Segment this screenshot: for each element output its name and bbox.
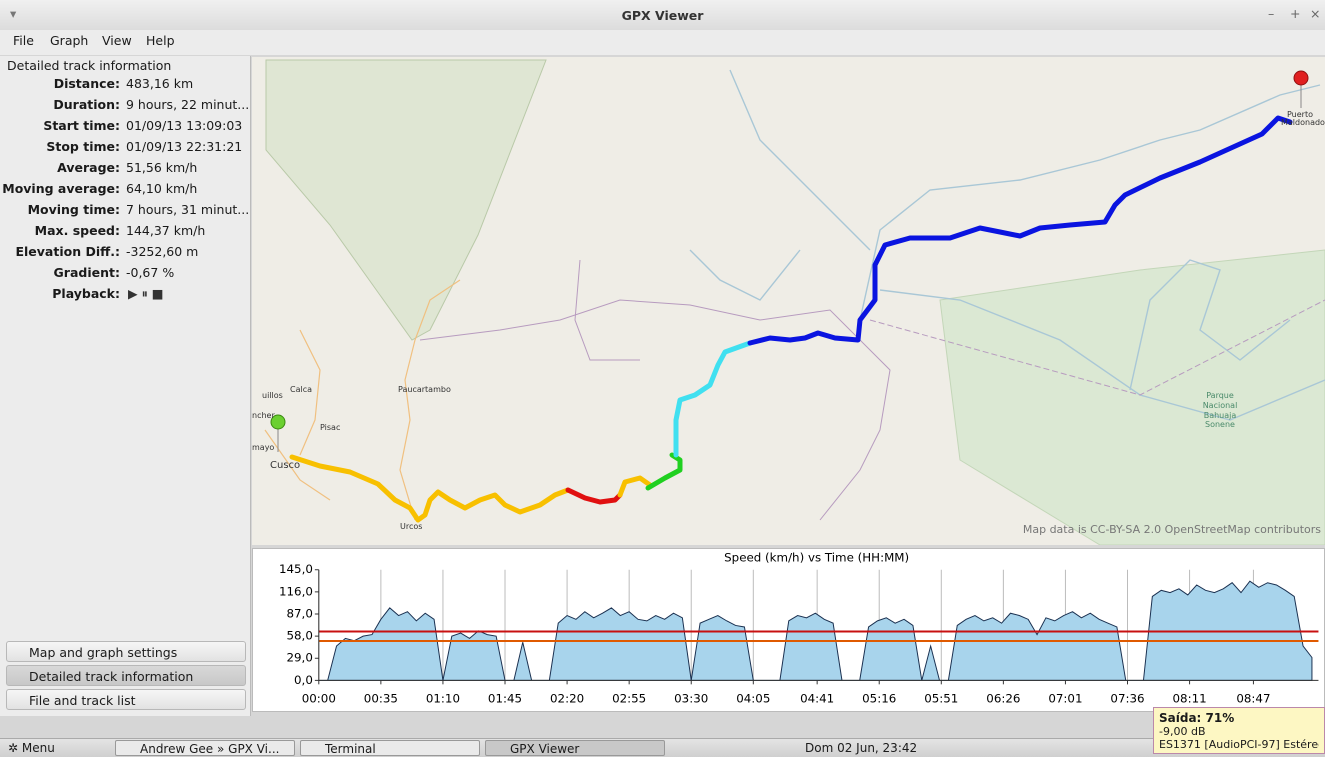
minimize[interactable]: – (1268, 6, 1275, 21)
place-label: Paucartambo (398, 385, 451, 394)
info-heading: Detailed track information (7, 58, 172, 73)
window-menu-icon[interactable]: ▾ (10, 6, 17, 21)
playback-label: Playback: (52, 286, 120, 301)
speed-chart: Speed (km/h) vs Time (HH:MM) 00:00 00:35 0… (252, 548, 1325, 712)
tooltip-level: -9,00 dB (1159, 725, 1206, 738)
panel-button[interactable]: Map and graph settings (6, 641, 246, 662)
side-panel (0, 56, 251, 716)
x-tick-label: 05:51 (924, 692, 958, 706)
panel-button[interactable]: Detailed track information (6, 665, 246, 686)
start-marker (270, 414, 286, 452)
window-title: GPX Viewer (621, 8, 704, 23)
info-label: Duration: (53, 97, 120, 112)
y-tick-label: 87,0 (286, 606, 312, 620)
x-tick-label: 02:20 (550, 692, 584, 706)
info-value: 144,37 km/h (126, 223, 206, 238)
info-label: Distance: (53, 76, 120, 91)
info-label: Elevation Diff.: (15, 244, 120, 259)
playback-controls[interactable]: ▶ ⏸ ■ (128, 286, 164, 301)
rivers (689, 69, 1325, 421)
info-value: 01/09/13 13:09:03 (126, 118, 243, 133)
y-tick-label: 0,0 (294, 673, 313, 687)
volume-tooltip: Saída: 71% -9,00 dB ES1371 [AudioPCI-97]… (1153, 707, 1325, 754)
info-value: -0,67 % (126, 265, 175, 280)
y-tick-label: 116,0 (279, 584, 313, 598)
info-label: Max. speed: (34, 223, 120, 238)
info-value: 64,10 km/h (126, 181, 198, 196)
x-tick-label: 04:41 (800, 692, 834, 706)
x-tick-label: 07:01 (1048, 692, 1082, 706)
start-menu-label: Menu (21, 741, 55, 755)
end-marker (1293, 70, 1309, 108)
y-tick-label: 58,0 (286, 629, 312, 643)
clock: Dom 02 Jun, 23:42 (805, 741, 918, 755)
chart-title: Speed (km/h) vs Time (HH:MM) (724, 550, 909, 564)
tooltip-device: ES1371 [AudioPCI-97] Estéreo ana (1159, 738, 1319, 751)
place-label: Nacional (1203, 401, 1238, 410)
info-value: 483,16 km (126, 76, 194, 91)
place-labels: uillos Calca Paucartambo ncher Pisac mayo Cusc… (252, 110, 1325, 531)
info-label: Gradient: (53, 265, 120, 280)
x-tick-label: 01:45 (488, 692, 522, 706)
y-tick-label: 29,0 (286, 651, 312, 665)
info-value: 7 hours, 31 minut... (126, 202, 248, 217)
track (289, 115, 1293, 523)
park-area (265, 59, 547, 341)
info-label: Start time: (43, 118, 120, 133)
x-tick-label: 06:26 (986, 692, 1020, 706)
panel-button[interactable]: File and track list (6, 689, 246, 710)
place-label: uillos (262, 391, 283, 400)
map[interactable]: uillos Calca Paucartambo ncher Pisac mayo Cusc… (252, 57, 1325, 545)
close[interactable]: × (1310, 6, 1321, 21)
info-value: 51,56 km/h (126, 160, 198, 175)
x-tick-label: 07:36 (1110, 692, 1144, 706)
place-label: Bahuaja (1204, 411, 1237, 420)
info-value: -3252,60 m (126, 244, 199, 259)
maximize[interactable]: + (1290, 6, 1301, 21)
x-tick-label: 08:47 (1236, 692, 1270, 706)
start-menu[interactable]: ✲ Menu (8, 741, 55, 755)
place-label: Puerto (1287, 110, 1313, 119)
x-tick-label: 03:30 (674, 692, 708, 706)
x-tick-label: 05:16 (862, 692, 896, 706)
x-tick-label: 00:35 (364, 692, 398, 706)
menu-bar: File Graph View Help (0, 30, 1325, 55)
x-tick-label: 00:00 (302, 692, 336, 706)
menu-item[interactable]: Help (146, 33, 175, 48)
task-button[interactable]: GPX Viewer (485, 740, 665, 756)
place-label: Calca (290, 385, 312, 394)
task-button[interactable]: Andrew Gee » GPX Vi... (115, 740, 295, 756)
x-tick-label: 02:55 (612, 692, 646, 706)
borders (419, 259, 1325, 521)
place-label: ncher (252, 411, 275, 420)
park-area (939, 249, 1325, 545)
x-tick-label: 04:05 (736, 692, 770, 706)
place-label: Parque (1206, 391, 1234, 400)
place-label: Urcos (400, 522, 422, 531)
info-label: Average: (57, 160, 120, 175)
menu-item[interactable]: View (102, 33, 132, 48)
tooltip-title: Saída: 71% (1159, 711, 1235, 725)
title-bar: ▾ GPX Viewer – + × (0, 0, 1325, 30)
place-label: Maldonado (1281, 118, 1325, 127)
map-attribution: Map data is CC-BY-SA 2.0 OpenStreetMap c… (1023, 523, 1321, 536)
info-label: Stop time: (46, 139, 120, 154)
place-label: Pisac (320, 423, 340, 432)
menu-item[interactable]: File (13, 33, 34, 48)
info-value: 9 hours, 22 minut... (126, 97, 248, 112)
info-value: 01/09/13 22:31:21 (126, 139, 243, 154)
place-label: Sonene (1205, 420, 1235, 429)
menu-item[interactable]: Graph (50, 33, 89, 48)
info-label: Moving average: (2, 181, 120, 196)
place-label: Cusco (270, 460, 300, 471)
x-tick-label: 08:11 (1173, 692, 1207, 706)
place-label: mayo (252, 443, 274, 452)
task-button[interactable]: Terminal (300, 740, 480, 756)
roads (264, 279, 461, 521)
info-label: Moving time: (27, 202, 120, 217)
y-tick-label: 145,0 (279, 562, 313, 576)
x-tick-label: 01:10 (426, 692, 460, 706)
